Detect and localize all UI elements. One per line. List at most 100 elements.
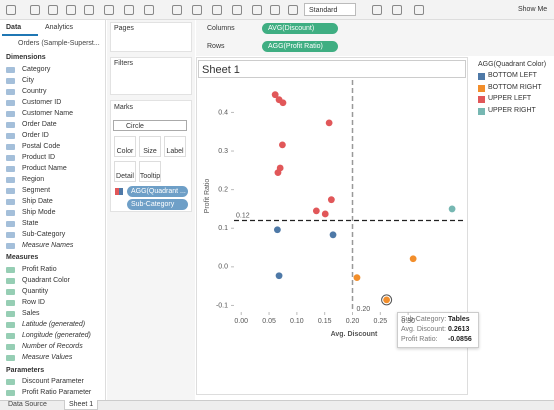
point (279, 99, 287, 107)
mark-button[interactable] (164, 136, 186, 157)
tooltip-key: Profit Ratio: (401, 336, 438, 343)
card-title: Marks (114, 104, 134, 111)
field[interactable]: Latitude (generated) (22, 321, 86, 328)
y-tick-label: 0.3 (218, 148, 228, 155)
field-icon (6, 322, 15, 328)
field[interactable]: Number of Records (22, 343, 83, 350)
toolbar-icon[interactable] (232, 5, 242, 15)
mark-button-label: Detail (116, 173, 134, 180)
field[interactable]: Country (22, 88, 47, 95)
sheet-title: Sheet 1 (198, 60, 466, 78)
mark-button[interactable] (139, 136, 161, 157)
field[interactable]: Category (22, 66, 51, 73)
point (409, 255, 417, 263)
toolbar-icon[interactable] (30, 5, 40, 15)
field[interactable]: Sales (22, 310, 40, 317)
toolbar-icon[interactable] (270, 5, 280, 15)
section-header: Dimensions (6, 54, 46, 61)
card-title: Filters (114, 60, 134, 67)
show-me[interactable]: Show Me (518, 6, 548, 13)
y-tick-label: -0.1 (216, 302, 228, 309)
toolbar-icon[interactable] (212, 5, 222, 15)
toolbar-icon[interactable] (84, 5, 94, 15)
field[interactable]: Measure Names (22, 242, 74, 249)
legend-label[interactable]: BOTTOM LEFT (488, 72, 537, 79)
field[interactable]: State (22, 220, 39, 227)
data-source[interactable]: Orders (Sample-Superst... (18, 40, 100, 47)
pill[interactable]: AGG(Profit Ratio) (262, 41, 338, 52)
tooltip-key: Avg. Discount: (401, 326, 447, 333)
y-tick-label: 0.4 (218, 109, 228, 116)
pill[interactable]: Sub-Category (127, 199, 188, 210)
field[interactable]: Row ID (22, 299, 45, 306)
field-icon (6, 155, 15, 161)
field[interactable]: Order ID (22, 132, 49, 139)
field[interactable]: Sub-Category (22, 231, 66, 238)
field[interactable]: Discount Parameter (22, 378, 84, 385)
toolbar-icon[interactable] (192, 5, 202, 15)
field[interactable]: Customer Name (22, 110, 73, 117)
legend-label[interactable]: BOTTOM RIGHT (488, 83, 542, 91)
field-icon (6, 311, 15, 317)
field[interactable]: Order Date (22, 121, 57, 128)
field[interactable]: Segment (22, 187, 51, 194)
field[interactable]: Profit Ratio Parameter (22, 389, 92, 396)
y-axis-label: Profit Ratio (204, 179, 211, 214)
field[interactable]: City (22, 77, 35, 84)
field[interactable]: Ship Date (22, 198, 53, 205)
field[interactable]: Profit Ratio (22, 266, 57, 273)
field[interactable]: Region (22, 176, 45, 183)
legend-label[interactable]: UPPER RIGHT (488, 106, 536, 114)
toolbar-icon[interactable] (372, 5, 382, 15)
field[interactable]: Customer ID (22, 99, 62, 106)
pill[interactable]: AVG(Discount) (262, 23, 338, 34)
field[interactable]: Ship Mode (22, 209, 56, 216)
card-title: Pages (114, 25, 134, 32)
toolbar-icon[interactable] (172, 5, 182, 15)
reference-label: 0.12 (236, 212, 250, 219)
toolbar-icon[interactable] (288, 5, 298, 15)
field[interactable]: Measure Values (22, 354, 73, 361)
sheet-tab[interactable]: Data Source (8, 401, 47, 408)
field[interactable]: Quantity (22, 288, 49, 295)
point (327, 196, 335, 204)
field[interactable]: Product Name (22, 165, 67, 172)
field-icon (6, 289, 15, 295)
y-tick-label: 0.0 (218, 264, 228, 271)
field[interactable]: Product ID (22, 154, 56, 161)
tooltip-key: Sub-Category: (401, 316, 447, 323)
point (448, 205, 456, 213)
tab[interactable]: Data (6, 24, 22, 31)
field[interactable]: Longitude (generated) (22, 332, 91, 339)
toolbar-icon[interactable] (48, 5, 58, 15)
field[interactable]: Postal Code (22, 143, 61, 150)
point (271, 91, 279, 99)
mark-type[interactable]: Circle (113, 120, 187, 131)
toolbar-icon[interactable] (414, 5, 424, 15)
field-icon (6, 355, 15, 361)
reference-label: 0.20 (357, 306, 371, 313)
mark-button[interactable] (139, 161, 161, 182)
x-tick-label: 0.30 (401, 318, 415, 325)
toolbar-icon[interactable] (104, 5, 114, 15)
toolbar-icon[interactable] (124, 5, 134, 15)
mark-button-label: Tooltip (139, 173, 161, 180)
preset-dropdown[interactable]: Standard (304, 3, 356, 16)
toolbar-icon[interactable] (66, 5, 76, 15)
tab[interactable]: Analytics (45, 24, 74, 31)
toolbar-icon[interactable] (6, 5, 16, 15)
pill[interactable]: AGG(Quadrant ... (127, 186, 188, 197)
toolbar-icon[interactable] (252, 5, 262, 15)
mark-button[interactable] (114, 136, 136, 157)
toolbar-icon[interactable] (144, 5, 154, 15)
field-icon (6, 144, 15, 150)
field-icon (6, 199, 15, 205)
shelves (196, 20, 554, 56)
legend-label[interactable]: UPPER LEFT (488, 95, 532, 102)
field[interactable]: Quadrant Color (22, 277, 70, 284)
mark-button[interactable] (114, 161, 136, 182)
sheet-tabs-bar (0, 400, 554, 410)
toolbar-icon[interactable] (392, 5, 402, 15)
pill-icon (115, 188, 123, 195)
